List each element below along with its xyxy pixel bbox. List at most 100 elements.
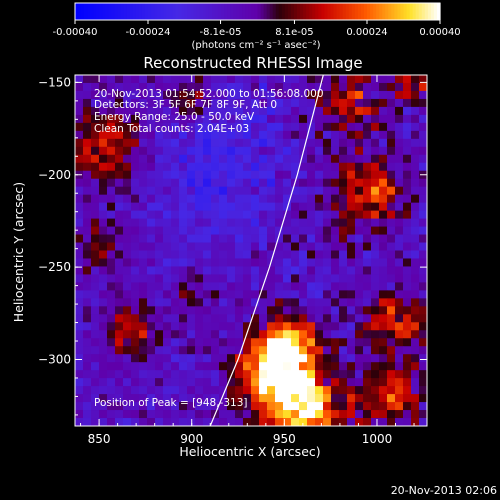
heatmap-cell <box>219 106 228 116</box>
heatmap-cell <box>371 354 380 363</box>
heatmap-cell <box>275 386 284 395</box>
heatmap-cell <box>187 226 196 235</box>
heatmap-cell <box>379 378 388 387</box>
heatmap-cell <box>339 202 348 212</box>
colorbar-tick-label: -8.1e-05 <box>200 27 242 38</box>
heatmap-cell <box>299 418 308 426</box>
colorbar-cell <box>157 3 161 20</box>
heatmap-cell <box>115 250 124 259</box>
heatmap-cell <box>187 306 196 315</box>
heatmap-cell <box>419 202 427 212</box>
heatmap-cell <box>251 314 260 323</box>
heatmap-cell <box>347 154 356 164</box>
colorbar-tick-label: 0.00040 <box>419 27 460 38</box>
heatmap-cell <box>267 314 276 323</box>
heatmap-cell <box>275 282 284 291</box>
heatmap-cell <box>131 75 140 84</box>
heatmap-cell <box>187 242 196 251</box>
colorbar-cell <box>367 3 371 20</box>
heatmap-cell <box>307 378 316 387</box>
heatmap-cell <box>131 226 140 235</box>
heatmap-cell <box>403 258 412 267</box>
heatmap-cell <box>195 250 204 259</box>
heatmap-cell <box>235 418 244 426</box>
heatmap-cell <box>403 346 412 355</box>
heatmap-cell <box>355 202 364 212</box>
heatmap-cell <box>283 162 292 172</box>
heatmap-cell <box>283 194 292 204</box>
heatmap-cell <box>195 306 204 315</box>
heatmap-cell <box>363 122 372 132</box>
heatmap-cell <box>411 242 420 251</box>
heatmap-cell <box>403 90 412 100</box>
heatmap-cell <box>179 322 188 331</box>
heatmap-cell <box>363 250 372 259</box>
heatmap-cell <box>91 290 100 299</box>
heatmap-cell <box>155 386 164 395</box>
colorbar-cell <box>123 3 128 20</box>
heatmap-cell <box>275 418 284 426</box>
heatmap-cell <box>195 386 204 395</box>
heatmap-cell <box>83 346 92 355</box>
heatmap-cell <box>147 210 156 219</box>
colorbar-cell <box>141 3 146 20</box>
heatmap-cell <box>299 226 308 235</box>
heatmap-cell <box>83 90 92 100</box>
heatmap-cell <box>163 242 172 251</box>
heatmap-cell <box>203 154 212 164</box>
heatmap-cell <box>107 418 116 426</box>
heatmap-cell <box>363 258 372 267</box>
colorbar-cell <box>151 3 155 20</box>
heatmap-cell <box>299 314 308 323</box>
heatmap-cell <box>339 170 348 180</box>
heatmap-cell <box>379 258 388 267</box>
heatmap-cell <box>99 290 108 299</box>
heatmap-cell <box>371 178 380 188</box>
heatmap-cell <box>219 394 228 403</box>
heatmap-cell <box>235 234 244 243</box>
heatmap-cell <box>187 322 196 331</box>
heatmap-cell <box>123 234 132 243</box>
heatmap-cell <box>179 82 188 92</box>
heatmap-cell <box>299 354 308 363</box>
heatmap-cell <box>171 338 180 347</box>
heatmap-cell <box>99 362 108 371</box>
colorbar-cell <box>357 3 362 20</box>
heatmap-cell <box>187 186 196 196</box>
heatmap-cell <box>195 418 204 426</box>
heatmap-cell <box>115 82 124 92</box>
heatmap-cell <box>163 274 172 283</box>
heatmap-cell <box>307 394 316 403</box>
heatmap-cell <box>275 106 284 116</box>
heatmap-cell <box>187 98 196 108</box>
heatmap-cell <box>123 362 132 371</box>
heatmap-cell <box>395 98 404 108</box>
heatmap-cell <box>395 106 404 116</box>
heatmap-cell <box>323 170 332 180</box>
heatmap-cell <box>419 258 427 267</box>
heatmap-cell <box>387 314 396 323</box>
heatmap-cell <box>387 154 396 164</box>
heatmap-cell <box>203 130 212 140</box>
heatmap-cell <box>395 386 404 395</box>
heatmap-cell <box>139 258 148 267</box>
heatmap-cell <box>147 178 156 188</box>
heatmap-cell <box>339 282 348 291</box>
heatmap-cell <box>251 394 260 403</box>
heatmap-cell <box>275 250 284 259</box>
annotation-energy: Energy Range: 25.0 - 50.0 keV <box>94 111 255 123</box>
heatmap-cell <box>211 362 220 371</box>
heatmap-cell <box>139 298 148 307</box>
heatmap-cell <box>179 162 188 172</box>
heatmap-cell <box>203 266 212 275</box>
heatmap-cell <box>131 186 140 196</box>
colorbar-cell <box>99 3 103 20</box>
heatmap-cell <box>387 138 396 148</box>
heatmap-cell <box>411 274 420 283</box>
heatmap-cell <box>179 202 188 212</box>
heatmap-cell <box>355 170 364 180</box>
heatmap-cell <box>75 178 84 188</box>
colorbar-tick-label: 0.00024 <box>346 27 387 38</box>
heatmap-cell <box>379 362 388 371</box>
heatmap-cell <box>115 194 124 204</box>
